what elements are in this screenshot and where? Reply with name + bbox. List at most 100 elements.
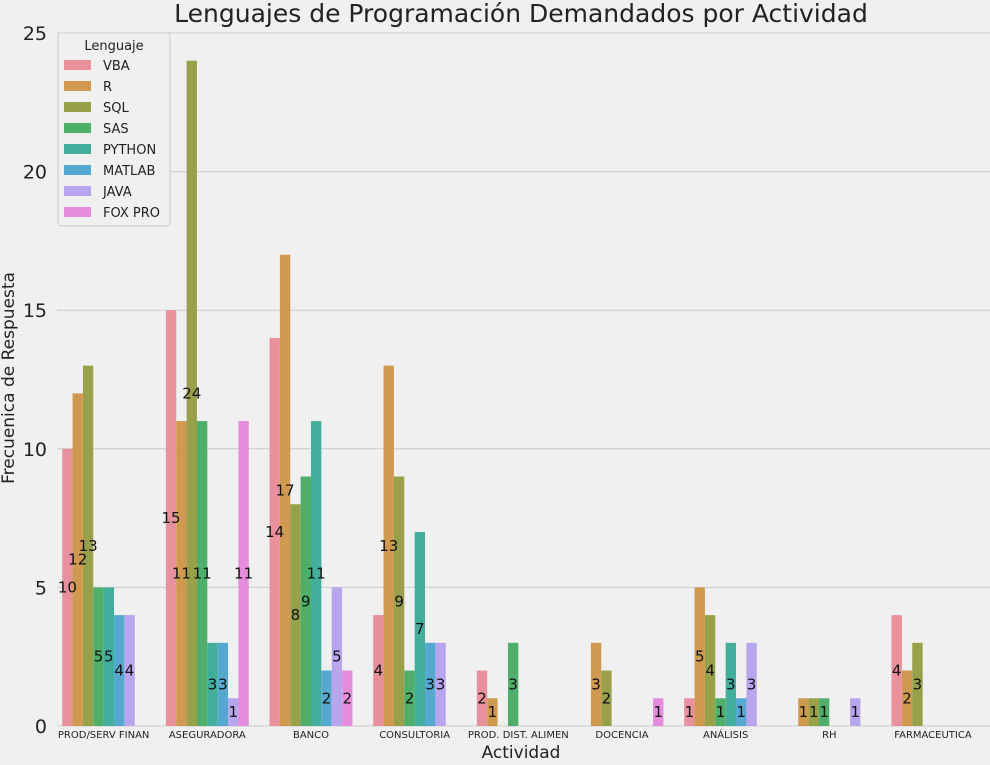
bar [269, 337, 280, 726]
legend-swatch [64, 165, 91, 175]
data-label: 4 [374, 662, 384, 680]
bar [435, 642, 446, 726]
x-axis-label: Actividad [482, 743, 561, 761]
data-label: 4 [114, 662, 124, 680]
data-label: 3 [913, 675, 923, 693]
data-label: 1 [799, 703, 809, 721]
legend-label: VBA [103, 59, 130, 74]
bar [124, 615, 135, 726]
y-axis-label: Frecuenica de Respuesta [0, 272, 19, 484]
bar [715, 698, 726, 726]
data-label: 1 [850, 703, 860, 721]
data-label: 11 [193, 565, 212, 583]
data-label: 3 [218, 675, 228, 693]
bar [207, 642, 218, 726]
data-label: 11 [172, 565, 191, 583]
data-label: 2 [405, 689, 415, 707]
bar [476, 670, 488, 726]
data-label: 1 [736, 703, 746, 721]
y-tick-label: 5 [35, 577, 47, 599]
data-label: 9 [394, 592, 404, 610]
bar [82, 365, 94, 726]
data-label: 12 [68, 551, 87, 569]
bar [165, 310, 177, 726]
data-label: 1 [653, 703, 663, 721]
data-label: 11 [307, 565, 326, 583]
x-tick-label: ANÁLISIS [703, 728, 748, 741]
bar [62, 448, 73, 726]
legend-label: SAS [103, 122, 129, 137]
y-tick-label: 0 [35, 716, 47, 738]
legend-swatch [64, 186, 91, 196]
legend-label: MATLAB [103, 164, 155, 179]
legend-swatch [64, 60, 91, 70]
y-tick-label: 25 [23, 23, 47, 45]
bar [601, 670, 612, 726]
data-label: 3 [208, 675, 218, 693]
bar [746, 642, 757, 726]
y-tick-label: 15 [23, 300, 47, 322]
bar [331, 587, 343, 726]
bar [590, 642, 602, 726]
bars [62, 60, 923, 727]
bar [103, 587, 115, 726]
data-label: 24 [182, 384, 201, 402]
bar [217, 642, 229, 726]
data-label: 8 [291, 606, 301, 624]
bar [653, 698, 664, 726]
data-label: 14 [265, 523, 284, 541]
data-label: 2 [602, 689, 612, 707]
data-label: 1 [488, 703, 498, 721]
data-label: 5 [94, 648, 104, 666]
legend-swatch [64, 81, 91, 91]
data-label: 2 [902, 689, 912, 707]
data-label: 10 [58, 578, 77, 596]
bar [808, 698, 819, 726]
bar [891, 615, 902, 726]
data-label: 1 [809, 703, 819, 721]
bar [186, 60, 197, 727]
bar [798, 698, 809, 726]
legend-label: JAVA [102, 185, 132, 200]
data-label: 2 [322, 689, 332, 707]
data-label: 4 [892, 662, 902, 680]
data-label: 5 [695, 648, 705, 666]
x-tick-label: DOCENCIA [595, 730, 648, 741]
data-label: 9 [301, 592, 311, 610]
bar [176, 421, 187, 726]
bar [196, 421, 208, 726]
gridlines [57, 32, 990, 727]
x-tick-label: ASEGURADORA [169, 730, 246, 741]
legend-swatch [64, 123, 91, 133]
data-label: 13 [379, 537, 398, 555]
chart-title: Lenguajes de Programación Demandados por… [174, 0, 868, 28]
bar [404, 670, 415, 726]
legend-swatch [64, 102, 91, 112]
legend-title: Lenguaje [84, 39, 143, 54]
bar [704, 615, 716, 726]
data-label: 3 [747, 675, 757, 693]
bar [238, 421, 249, 726]
bar [850, 698, 861, 726]
bar [736, 698, 747, 726]
y-tick-label: 20 [23, 162, 47, 184]
bar [310, 421, 322, 726]
bar [901, 670, 913, 726]
data-label: 3 [591, 675, 601, 693]
data-label: 3 [436, 675, 446, 693]
data-label: 11 [234, 565, 253, 583]
legend-label: SQL [103, 101, 129, 116]
data-label: 17 [276, 481, 295, 499]
data-label: 4 [125, 662, 135, 680]
data-label: 1 [228, 703, 238, 721]
data-label: 2 [342, 689, 352, 707]
data-label: 15 [161, 509, 180, 527]
data-label: 1 [819, 703, 829, 721]
data-label: 4 [705, 662, 715, 680]
data-label: 7 [415, 620, 425, 638]
y-tick-label: 10 [23, 439, 47, 461]
bar [507, 642, 519, 726]
